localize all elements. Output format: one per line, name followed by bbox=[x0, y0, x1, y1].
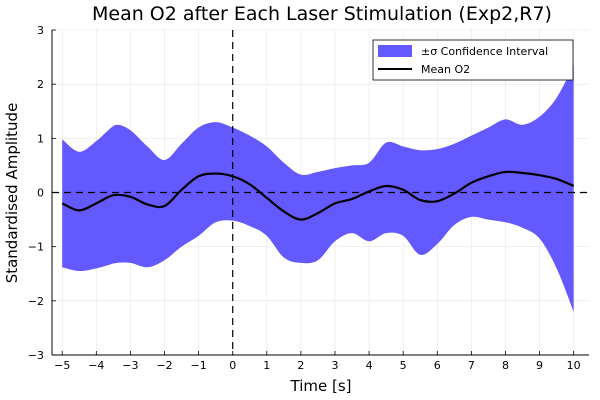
y-tick-label-2: −1 bbox=[28, 241, 44, 254]
y-axis-label: Standardised Amplitude bbox=[3, 103, 21, 284]
x-tick-label-1: −4 bbox=[88, 359, 104, 372]
y-tick-label-0: −3 bbox=[28, 349, 44, 362]
x-tick-label-7: 2 bbox=[297, 359, 304, 372]
x-tick-label-2: −3 bbox=[122, 359, 138, 372]
legend-band-swatch bbox=[378, 45, 412, 57]
mean-o2-line bbox=[61, 170, 575, 221]
chart-title: Mean O2 after Each Laser Stimulation (Ex… bbox=[92, 3, 552, 25]
reference-lines bbox=[52, 30, 589, 355]
x-tick-label-14: 9 bbox=[536, 359, 543, 372]
x-tick-label-10: 5 bbox=[400, 359, 407, 372]
y-tick-label-3: 0 bbox=[37, 187, 44, 200]
y-tick-label-5: 2 bbox=[37, 78, 44, 91]
x-tick-label-13: 8 bbox=[502, 359, 509, 372]
x-tick-label-4: −1 bbox=[191, 359, 207, 372]
x-tick-label-5: 0 bbox=[229, 359, 236, 372]
y-ticks: −3 −2 −1 0 1 2 3 bbox=[28, 24, 56, 362]
x-tick-label-9: 4 bbox=[366, 359, 373, 372]
confidence-band-layer bbox=[62, 65, 574, 312]
x-tick-label-15: 10 bbox=[567, 359, 581, 372]
x-tick-label-6: 1 bbox=[263, 359, 270, 372]
x-tick-label-12: 7 bbox=[468, 359, 475, 372]
x-axis-label: Time [s] bbox=[290, 377, 352, 395]
x-tick-label-11: 6 bbox=[434, 359, 441, 372]
confidence-band bbox=[62, 65, 574, 312]
legend-band-label: ±σ Confidence Interval bbox=[421, 45, 548, 58]
legend: ±σ Confidence Interval Mean O2 bbox=[372, 39, 574, 81]
x-tick-label-8: 3 bbox=[331, 359, 338, 372]
x-tick-label-0: −5 bbox=[54, 359, 70, 372]
y-tick-label-4: 1 bbox=[37, 132, 44, 145]
y-tick-label-1: −2 bbox=[28, 295, 44, 308]
legend-line-label: Mean O2 bbox=[421, 63, 470, 76]
y-tick-label-6: 3 bbox=[37, 24, 44, 37]
x-tick-label-3: −2 bbox=[156, 359, 172, 372]
x-ticks: −5 −4 −3 −2 −1 0 1 2 3 4 5 6 7 8 9 10 bbox=[54, 351, 581, 372]
mean-line-layer bbox=[61, 170, 575, 221]
